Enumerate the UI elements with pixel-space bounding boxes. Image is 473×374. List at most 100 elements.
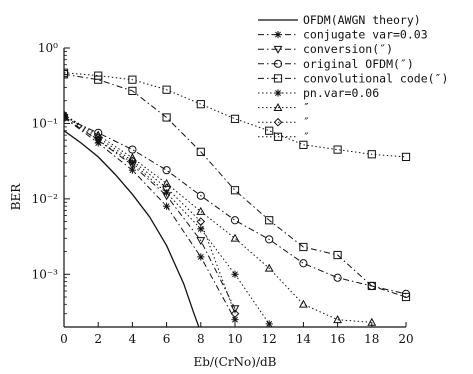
data-point (64, 110, 69, 120)
y-tick-label: 10⁻² (32, 192, 59, 206)
data-point (299, 140, 308, 149)
data-point (196, 237, 206, 246)
data-point (299, 259, 308, 268)
legend-label: convolutional code(″) (303, 71, 448, 85)
legend-label: conversion(″) (303, 42, 393, 56)
y-axis-label: BER (9, 183, 23, 211)
x-tick-label: 12 (262, 332, 277, 346)
data-point (162, 183, 171, 193)
data-point (231, 270, 239, 278)
data-point (298, 299, 308, 308)
series-1 (64, 113, 239, 324)
x-tick-label: 20 (398, 332, 413, 346)
data-point (128, 156, 137, 166)
data-point (230, 309, 240, 319)
data-point (196, 191, 205, 200)
series-layer (64, 68, 411, 327)
legend: OFDM(AWGN theory)conjugate var=0.03conve… (258, 13, 448, 144)
series-line (64, 130, 200, 327)
data-point (264, 263, 274, 272)
legend-entry: ″ (258, 101, 310, 115)
data-point (265, 235, 274, 244)
x-tick-label: 2 (94, 332, 102, 346)
chart-axes: 0 2 4 6 8 10 12 14 16 18 20 10⁰ 10⁻¹ 10⁻² 10⁻³ (32, 41, 414, 346)
data-point (333, 145, 342, 154)
y-tick-label: 10⁻¹ (32, 116, 58, 130)
data-point (333, 250, 342, 260)
series-0 (64, 130, 200, 327)
series-7 (64, 110, 240, 319)
data-point (299, 242, 308, 252)
data-point (367, 317, 377, 326)
series-line (64, 117, 236, 309)
legend-marker (273, 102, 283, 111)
data-point (230, 186, 240, 195)
data-point (401, 152, 411, 161)
x-axis-label: Eb/(CrNo)/dB (193, 355, 276, 369)
data-point (230, 114, 240, 123)
data-point (265, 320, 273, 327)
series-line (64, 117, 407, 295)
data-point (64, 110, 69, 119)
data-point (94, 71, 103, 80)
series-3 (64, 113, 411, 298)
legend-marker (274, 89, 282, 97)
data-point (163, 189, 171, 197)
legend-entry: ″ (258, 115, 310, 129)
data-point (64, 68, 69, 77)
data-point (230, 233, 240, 242)
legend-marker (273, 74, 283, 83)
data-point (94, 128, 103, 137)
series-line (64, 114, 236, 314)
y-tick-label: 10⁻³ (32, 267, 59, 281)
legend-marker (273, 117, 283, 127)
series-line (64, 117, 236, 320)
data-point (333, 315, 343, 324)
data-point (196, 147, 205, 156)
legend-entry: conjugate var=0.03 (258, 28, 428, 42)
data-point (128, 75, 137, 84)
data-point (197, 253, 205, 261)
legend-entry: original OFDM(″) (258, 57, 414, 71)
series-6 (64, 110, 377, 326)
series-2 (64, 114, 240, 314)
legend-marker (273, 59, 283, 68)
data-point (197, 225, 205, 233)
legend-entry: OFDM(AWGN theory) (258, 13, 421, 27)
legend-marker (273, 45, 283, 54)
data-point (162, 166, 171, 175)
data-point (230, 216, 240, 225)
data-point (367, 150, 376, 159)
data-point (162, 178, 172, 187)
x-tick-label: 14 (296, 332, 312, 346)
legend-marker (273, 132, 283, 141)
series-line (64, 73, 407, 298)
data-point (333, 273, 342, 282)
legend-marker (274, 31, 282, 39)
legend-label: ″ (303, 130, 310, 144)
data-point (265, 126, 274, 135)
series-line (64, 72, 407, 158)
data-point (163, 202, 171, 210)
x-tick-label: 6 (163, 332, 171, 346)
legend-entry: convolutional code(″) (258, 71, 448, 85)
data-point (128, 86, 137, 95)
data-point (162, 113, 171, 122)
data-point (196, 217, 206, 226)
x-tick-label: 10 (227, 332, 242, 346)
data-point (162, 85, 171, 94)
y-tick-label: 10⁰ (38, 41, 58, 55)
data-point (230, 305, 240, 314)
legend-label: pn.var=0.06 (303, 86, 379, 100)
data-point (265, 216, 274, 225)
x-tick-label: 0 (60, 332, 68, 346)
data-point (401, 292, 411, 302)
x-tick-label: 4 (129, 332, 137, 346)
data-point (93, 133, 103, 142)
x-tick-label: 16 (330, 332, 345, 346)
legend-label: conjugate var=0.03 (303, 28, 428, 42)
series-5 (64, 111, 273, 327)
legend-label: ″ (303, 115, 310, 129)
data-point (367, 281, 376, 291)
